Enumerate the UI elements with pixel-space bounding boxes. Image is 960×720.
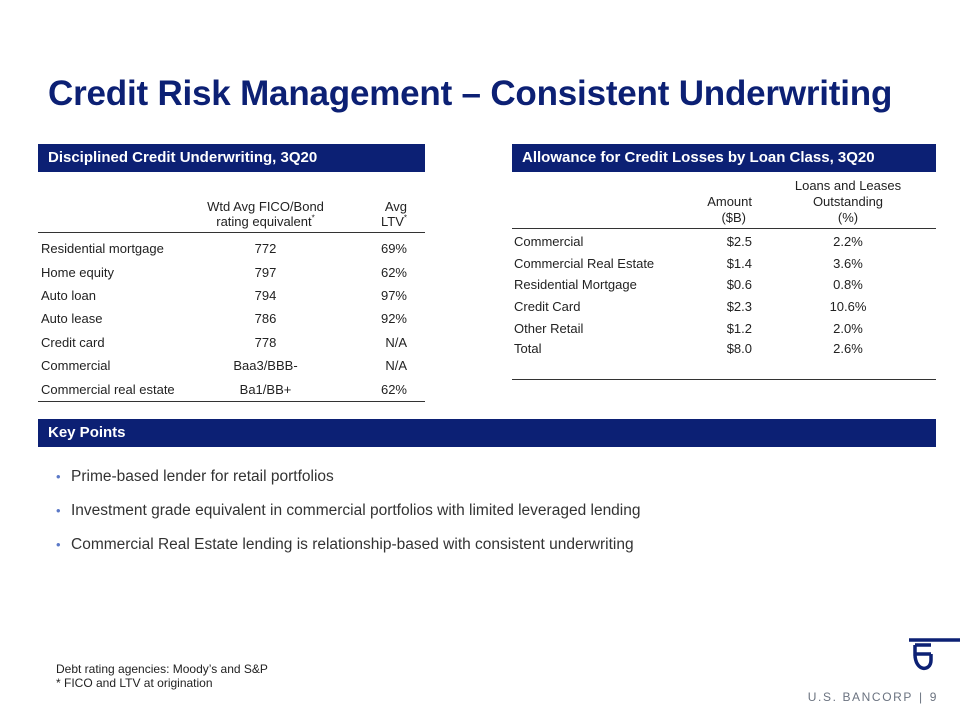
- row-fico: 786: [254, 311, 277, 327]
- table-row: Auto lease 786 92%: [38, 307, 425, 330]
- header-fico: Wtd Avg FICO/Bond rating equivalent*: [188, 190, 343, 233]
- table-row: Residential mortgage 772 69%: [38, 233, 425, 261]
- list-item: • Commercial Real Estate lending is relat…: [56, 534, 641, 568]
- row-ltv: 92%: [380, 311, 407, 327]
- us-bancorp-shield-icon: [909, 638, 960, 670]
- bullet-icon: •: [56, 503, 61, 518]
- row-label: Other Retail: [514, 320, 584, 336]
- header-loans: Loans and Leases Outstanding (%): [760, 178, 936, 229]
- header-loans-line1: Loans and Leases: [794, 178, 902, 193]
- footnotes: Debt rating agencies: Moody’s and S&P * …: [56, 662, 268, 690]
- table-header-row: Amount ($B) Loans and Leases Outstanding…: [512, 178, 936, 229]
- row-pct: 3.6%: [833, 255, 863, 271]
- header-ltv: Avg LTV*: [343, 190, 425, 233]
- table-row: Commercial $2.5 2.2%: [512, 229, 936, 253]
- allowance-table: Amount ($B) Loans and Leases Outstanding…: [512, 178, 936, 380]
- row-label: Auto lease: [41, 311, 103, 327]
- table-row: Auto loan 794 97%: [38, 284, 425, 307]
- header-amount-line2: ($B): [721, 210, 746, 225]
- row-ltv: 62%: [343, 377, 425, 402]
- row-label: Commercial: [41, 358, 111, 374]
- header-ltv-line1: Avg: [384, 199, 407, 214]
- header-amount-line1: Amount: [707, 194, 752, 209]
- row-label: Residential mortgage: [41, 241, 164, 257]
- row-pct: 2.0%: [833, 320, 863, 336]
- header-fico-line1: Wtd Avg FICO/Bond: [207, 199, 324, 214]
- row-ltv: 69%: [380, 241, 407, 257]
- row-pct: 0.8%: [833, 277, 863, 293]
- brand-footer: U.S. BANCORP | 9: [808, 690, 938, 704]
- bullet-icon: •: [56, 537, 61, 552]
- key-point-text: Commercial Real Estate lending is relati…: [71, 536, 634, 553]
- underwriting-table: Wtd Avg FICO/Bond rating equivalent* Avg…: [38, 190, 425, 402]
- row-fico: 772: [254, 241, 277, 257]
- row-pct: 2.6%: [760, 338, 936, 380]
- row-pct: 10.6%: [829, 299, 867, 315]
- header-blank: [512, 178, 672, 229]
- row-fico: 794: [254, 287, 277, 303]
- row-label: Credit card: [41, 334, 105, 350]
- brand-name: U.S. BANCORP: [807, 690, 913, 704]
- bullet-icon: •: [56, 469, 61, 484]
- table-row: Credit Card $2.3 10.6%: [512, 296, 936, 318]
- table-row: Residential Mortgage $0.6 0.8%: [512, 274, 936, 296]
- footnote-marker: *: [403, 213, 407, 223]
- header-ltv-line2: LTV: [380, 214, 404, 229]
- row-label: Commercial Real Estate: [514, 255, 655, 271]
- row-amount: $0.6: [726, 277, 752, 293]
- row-label: Credit Card: [514, 299, 581, 315]
- table-row: Credit card 778 N/A: [38, 331, 425, 354]
- header-loans-line2: Outstanding: [812, 194, 884, 209]
- row-label: Home equity: [41, 264, 114, 280]
- table-row: Commercial Baa3/BBB- N/A: [38, 354, 425, 377]
- row-ltv: N/A: [385, 358, 407, 374]
- section-banner-key-points: Key Points: [38, 419, 936, 447]
- table-row: Other Retail $1.2 2.0%: [512, 317, 936, 339]
- row-ltv: 97%: [380, 287, 407, 303]
- section-banner-allowance: Allowance for Credit Losses by Loan Clas…: [512, 144, 936, 172]
- row-fico: Ba1/BB+: [188, 377, 343, 402]
- footnote-origination: * FICO and LTV at origination: [56, 676, 213, 690]
- header-fico-line2: rating equivalent: [216, 214, 312, 229]
- header-loans-line3: (%): [837, 210, 859, 225]
- footnote-marker: *: [311, 213, 315, 223]
- row-label: Commercial real estate: [38, 377, 188, 402]
- key-point-text: Prime-based lender for retail portfolios: [71, 468, 334, 485]
- table-header-row: Wtd Avg FICO/Bond rating equivalent* Avg…: [38, 190, 425, 233]
- table-row: Home equity 797 62%: [38, 260, 425, 283]
- row-fico: 778: [254, 334, 277, 350]
- row-amount: $1.2: [726, 320, 752, 336]
- row-amount: $1.4: [726, 255, 752, 271]
- row-label: Residential Mortgage: [514, 277, 637, 293]
- list-item: • Prime-based lender for retail portfolio…: [56, 466, 641, 500]
- key-point-text: Investment grade equivalent in commercia…: [71, 502, 641, 519]
- row-amount: $8.0: [672, 338, 760, 380]
- row-amount: $2.5: [726, 234, 752, 250]
- brand-separator: |: [919, 690, 924, 704]
- table-row: Commercial real estate Ba1/BB+ 62%: [38, 377, 425, 402]
- header-amount: Amount ($B): [672, 178, 760, 229]
- footnote-rating-agencies: Debt rating agencies: Moody’s and S&P: [56, 662, 268, 676]
- row-ltv: 62%: [380, 264, 407, 280]
- row-fico: 797: [254, 264, 277, 280]
- row-amount: $2.3: [726, 299, 752, 315]
- row-label: Commercial: [514, 234, 584, 250]
- table-row: Commercial Real Estate $1.4 3.6%: [512, 253, 936, 275]
- row-label: Auto loan: [41, 287, 96, 303]
- row-pct: 2.2%: [833, 234, 863, 250]
- section-banner-underwriting: Disciplined Credit Underwriting, 3Q20: [38, 144, 425, 172]
- row-fico: Baa3/BBB-: [233, 358, 298, 374]
- row-label: Total: [512, 338, 672, 380]
- page-number: 9: [929, 690, 938, 704]
- key-points-list: • Prime-based lender for retail portfolio…: [56, 466, 641, 568]
- page-title: Credit Risk Management – Consistent Unde…: [48, 74, 893, 113]
- row-ltv: N/A: [385, 334, 407, 350]
- table-row: Total $8.0 2.6%: [512, 338, 936, 380]
- header-blank: [38, 190, 188, 233]
- list-item: • Investment grade equivalent in commerci…: [56, 500, 641, 534]
